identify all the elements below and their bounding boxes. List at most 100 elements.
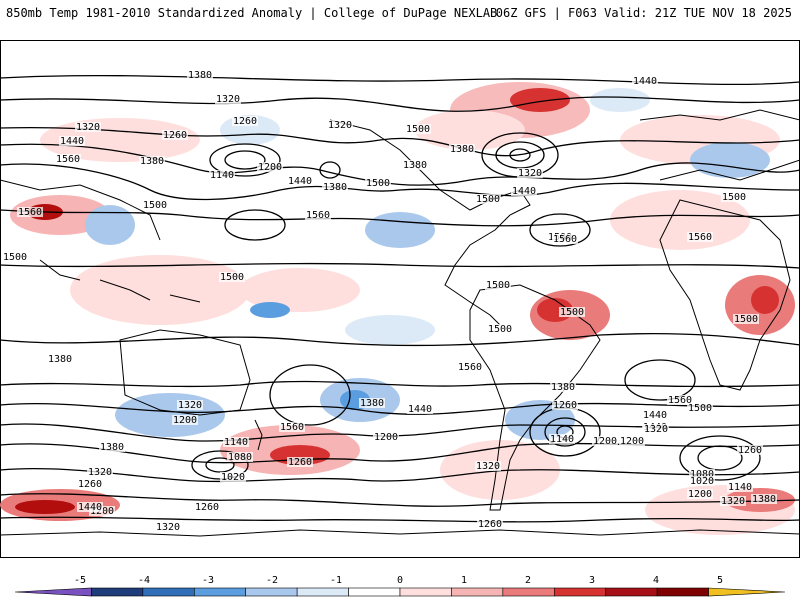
colorbar-segment: [193, 587, 247, 597]
colorbar-segment: [399, 587, 452, 597]
contour-label: 1320: [88, 467, 112, 478]
contour-label-bg: [77, 502, 103, 512]
colorbar-tick-label: 2: [525, 575, 531, 586]
contour-label: 1080: [690, 469, 714, 480]
contour-label: 1260: [78, 479, 102, 490]
contour-label-bg: [99, 442, 125, 452]
contour-line: [0, 402, 800, 415]
contour-label: 1440: [512, 186, 536, 197]
colorbar-tick-label: 3: [589, 575, 595, 586]
contour-label: 1020: [221, 472, 245, 483]
coast-antarctica: [0, 529, 800, 537]
cold-anomaly: [345, 315, 435, 345]
closed-high: [529, 213, 591, 247]
contour-label: 1500: [488, 324, 512, 335]
contour-label: 1260: [233, 116, 257, 127]
map-title-left: 850mb Temp 1981-2010 Standardized Anomal…: [6, 6, 498, 20]
colorbar-tick-label: -1: [330, 575, 342, 586]
coast-australia: [119, 329, 251, 416]
contour-label-bg: [142, 200, 168, 210]
contour-label-bg: [59, 136, 85, 146]
contour-label-bg: [642, 410, 668, 420]
contour-label-bg: [287, 176, 313, 186]
contour-label-bg: [485, 280, 511, 290]
closed-low: [544, 417, 586, 447]
contour-label: 1500: [476, 194, 500, 205]
colorbar-tick-label: 0: [397, 575, 403, 586]
contour-label: 1380: [551, 382, 575, 393]
contour-label-bg: [402, 160, 428, 170]
contour-label-bg: [373, 432, 399, 442]
contour-label: 1560: [668, 395, 692, 406]
contour-label: 1140: [210, 170, 234, 181]
contour-label: 1500: [220, 272, 244, 283]
contour-label: 1440: [78, 502, 102, 513]
colorbar-tick-label: -3: [202, 575, 214, 586]
contour-label-bg: [632, 76, 658, 86]
contour-label: 1500: [366, 178, 390, 189]
contour-label: 1020: [690, 476, 714, 487]
contour-label-bg: [359, 398, 385, 408]
contour-label: 1380: [403, 160, 427, 171]
contour-label-bg: [257, 162, 283, 172]
warm-anomaly: [415, 110, 525, 150]
contour-line: [0, 163, 800, 201]
colorbar-segment: [91, 587, 144, 597]
contour-label: 1080: [228, 452, 252, 463]
contour-label: 1320: [178, 400, 202, 411]
contour-label: 1380: [450, 144, 474, 155]
coast-south-america: [469, 284, 601, 511]
colorbar-tick-label: -2: [266, 575, 278, 586]
contour-label: 1320: [156, 522, 180, 533]
closed-high: [224, 209, 286, 241]
contour-label: 1380: [360, 398, 384, 409]
coastlines: [0, 109, 800, 537]
closed-low: [509, 148, 531, 162]
colorbar-segment: [656, 587, 709, 597]
contour-label-bg: [17, 207, 43, 217]
colorbar-segment: [708, 587, 786, 597]
contour-label: 1500: [560, 307, 584, 318]
contour-label-bg: [55, 154, 81, 164]
contour-label: 1380: [188, 70, 212, 81]
contour-label-bg: [727, 482, 753, 492]
contour-label-bg: [475, 194, 501, 204]
contour-label: 1380: [752, 494, 776, 505]
contour-label: 1260: [163, 130, 187, 141]
colorbar-segment: [605, 587, 658, 597]
contour-label-bg: [209, 170, 235, 180]
contour-label: 1560: [56, 154, 80, 165]
contour-label: 1560: [18, 207, 42, 218]
contour-label: 1200: [688, 489, 712, 500]
contour-label-bg: [177, 400, 203, 410]
contour-label: 1260: [195, 502, 219, 513]
contour-label: 1440: [643, 410, 667, 421]
contour-line: [0, 493, 800, 507]
contour-label: 1260: [553, 400, 577, 411]
closed-low: [209, 143, 281, 177]
colorbar-tick-label: 5: [717, 575, 723, 586]
contour-line: [0, 262, 800, 269]
cold-anomaly: [250, 302, 290, 318]
contour-label: 1440: [60, 136, 84, 147]
contour-label: 1320: [476, 461, 500, 472]
contour-line: [0, 96, 800, 112]
closed-low: [624, 359, 696, 401]
contour-label-bg: [139, 156, 165, 166]
contour-line: [0, 468, 800, 483]
contour-label-bg: [687, 232, 713, 242]
colorbar-segment: [502, 587, 555, 597]
contour-label-bg: [2, 252, 28, 262]
contour-label-bg: [721, 192, 747, 202]
contour-label-bg: [559, 307, 585, 317]
warm-anomaly: [751, 286, 779, 314]
contour-label-bg: [172, 415, 198, 425]
contour-label: 1320: [518, 168, 542, 179]
contour-label-bg: [552, 400, 578, 410]
contour-label: 1380: [140, 156, 164, 167]
closed-low: [269, 364, 351, 426]
contour-label-bg: [592, 436, 618, 446]
contour-label: 1500: [734, 314, 758, 325]
warm-anomaly: [240, 268, 360, 312]
